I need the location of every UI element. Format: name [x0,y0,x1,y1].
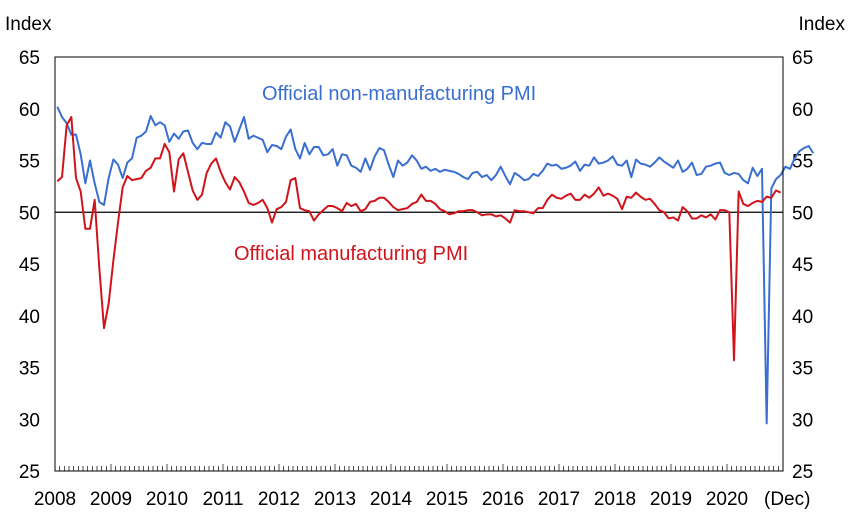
right-y-tick-label: 25 [792,462,813,483]
x-tick-label: 2018 [594,489,636,510]
right-y-tick-label: 35 [792,359,813,380]
plot-frame [54,56,784,472]
x-tick-label: 2009 [90,489,132,510]
left-y-tick-label: 50 [19,203,40,224]
right-y-tick-label: 40 [792,307,813,328]
x-tick-label: 2015 [426,489,468,510]
x-tick-marks [54,464,784,471]
x-tick-label: 2020 [706,489,748,510]
right-y-tick-label: 60 [792,100,813,121]
x-tick-labels: 2008 2009 2010 2011 2012 2013 2014 2015 2016 2017… [34,489,811,510]
left-y-tick-label: 45 [19,255,40,276]
x-tick-label: 2019 [650,489,692,510]
left-y-tick-label: 60 [19,100,40,121]
series-line-manufacturing [56,116,782,362]
x-tick-label: 2012 [258,489,300,510]
right-y-tick-label: 50 [792,203,813,224]
x-tick-label: 2008 [34,489,76,510]
left-y-tick-label: 65 [19,48,40,69]
series-lines [56,106,815,425]
left-axis-title: Index [5,14,52,35]
right-y-tick-label: 55 [792,152,813,173]
left-y-tick-label: 30 [19,410,40,431]
x-tick-label: 2010 [146,489,188,510]
series-label-non-manufacturing: Official non-manufacturing PMI [262,83,536,105]
left-y-tick-label: 55 [19,152,40,173]
right-y-tick-label: 65 [792,48,813,69]
x-tick-label: 2011 [203,489,244,510]
right-y-tick-label: 30 [792,410,813,431]
right-y-tick-labels: 25 30 35 40 45 50 55 60 65 [792,48,813,483]
x-tick-label: 2013 [314,489,356,510]
x-tick-label: 2017 [538,489,580,510]
right-y-tick-label: 45 [792,255,813,276]
left-y-tick-label: 25 [19,462,40,483]
x-tick-label: 2014 [370,489,413,510]
left-y-tick-label: 40 [19,307,40,328]
series-label-manufacturing: Official manufacturing PMI [234,243,468,265]
series-line-non-manufacturing [56,106,815,425]
x-tick-label-note: (Dec) [764,489,810,510]
left-y-tick-label: 35 [19,359,40,380]
x-tick-label: 2016 [482,489,524,510]
left-y-tick-labels: 25 30 35 40 45 50 55 60 65 [19,48,40,483]
right-axis-title: Index [799,14,846,35]
